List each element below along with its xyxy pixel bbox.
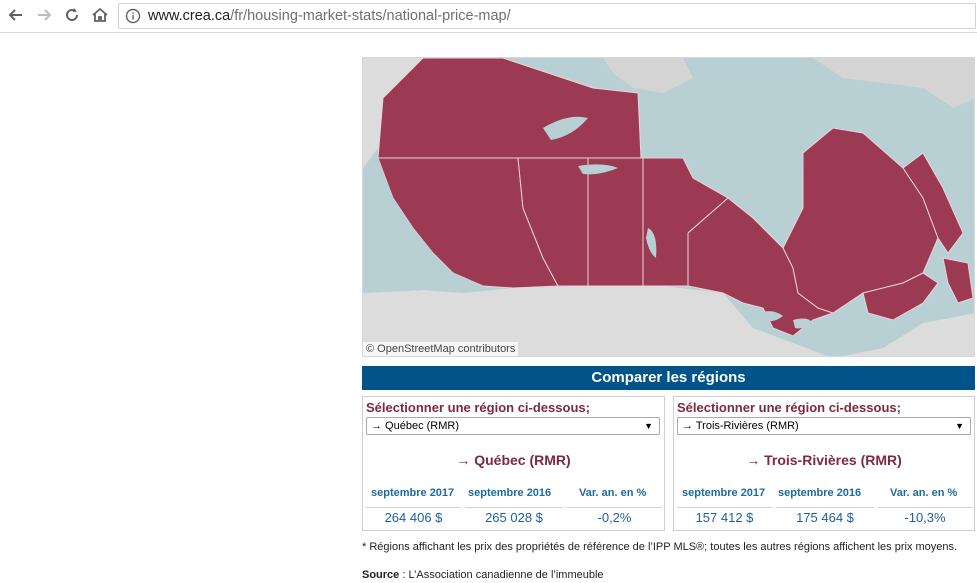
forward-icon[interactable]: [34, 5, 54, 25]
map-canvas[interactable]: [363, 58, 975, 357]
right-value-2017: 157 412 $: [677, 507, 772, 527]
back-icon[interactable]: [6, 5, 26, 25]
source-note: Source : L’Association canadienne de l’i…: [362, 569, 604, 581]
right-region-select[interactable]: → Trois-Rivières (RMR) ▼: [677, 417, 971, 435]
source-label: Source: [362, 569, 400, 581]
right-region-title: → Trois-Rivières (RMR): [746, 452, 902, 468]
right-region-panel: Sélectionner une région ci-dessous; → Tr…: [673, 396, 975, 531]
right-header-change: Var. an. en %: [890, 487, 958, 499]
left-header-change: Var. an. en %: [579, 487, 647, 499]
footnote-mls: * Régions affichant les prix des proprié…: [362, 541, 958, 553]
right-value-change: -10,3%: [878, 507, 972, 527]
left-region-title: → Québec (RMR): [456, 452, 571, 468]
left-region-prompt: Sélectionner une région ci-dessous;: [366, 400, 590, 415]
left-header-2017: septembre 2017: [371, 487, 455, 499]
url-text: www.crea.ca/fr/housing-market-stats/nati…: [148, 8, 511, 24]
right-value-2016: 175 464 $: [776, 507, 874, 527]
left-value-2017: 264 406 $: [366, 507, 461, 527]
chevron-down-icon: ▼: [955, 421, 964, 431]
price-map[interactable]: © OpenStreetMap contributors: [362, 57, 975, 357]
right-region-prompt: Sélectionner une région ci-dessous;: [677, 400, 901, 415]
address-bar[interactable]: www.crea.ca/fr/housing-market-stats/nati…: [118, 3, 976, 29]
info-icon[interactable]: [125, 8, 141, 24]
left-region-select[interactable]: → Québec (RMR) ▼: [366, 417, 660, 435]
map-attribution[interactable]: © OpenStreetMap contributors: [363, 342, 519, 356]
reload-icon[interactable]: [62, 5, 82, 25]
source-text: : L’Association canadienne de l’immeuble: [399, 569, 604, 581]
right-header-2016: septembre 2016: [778, 487, 862, 499]
left-value-2016: 265 028 $: [465, 507, 563, 527]
url-path: /fr/housing-market-stats/national-price-…: [230, 8, 511, 24]
home-icon[interactable]: [90, 5, 110, 25]
compare-regions-header: Comparer les régions: [362, 366, 975, 390]
left-header-2016: septembre 2016: [468, 487, 552, 499]
url-domain: www.crea.ca: [148, 8, 231, 24]
right-header-2017: septembre 2017: [682, 487, 766, 499]
left-value-change: -0,2%: [567, 507, 662, 527]
browser-toolbar: www.crea.ca/fr/housing-market-stats/nati…: [0, 0, 977, 33]
left-region-selected: → Québec (RMR): [371, 420, 460, 432]
chevron-down-icon: ▼: [644, 421, 653, 431]
left-region-panel: Sélectionner une région ci-dessous; → Qu…: [362, 396, 665, 531]
right-region-selected: → Trois-Rivières (RMR): [682, 420, 799, 432]
